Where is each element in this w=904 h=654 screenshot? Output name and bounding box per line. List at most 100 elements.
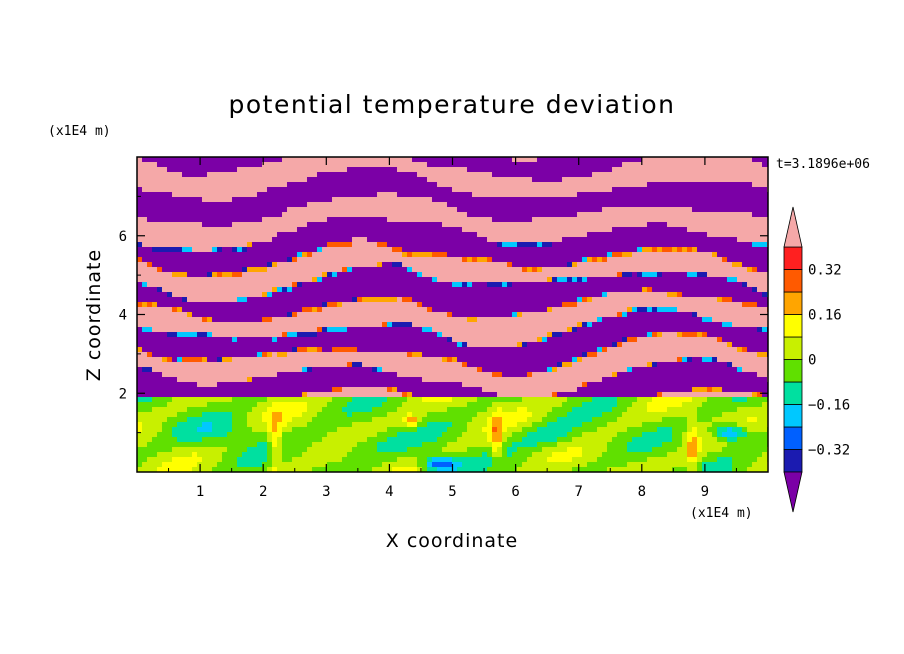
contour-cell [742, 252, 748, 258]
contour-cell [522, 202, 528, 208]
contour-cell [532, 202, 538, 208]
contour-cell [722, 192, 728, 198]
contour-cell [492, 227, 498, 233]
contour-cell [247, 262, 253, 268]
contour-cell [257, 352, 263, 358]
contour-cell [597, 217, 603, 223]
contour-cell [212, 217, 218, 223]
contour-cell [377, 322, 383, 328]
contour-cell [522, 342, 528, 348]
contour-cell [387, 242, 393, 248]
contour-cell [322, 332, 328, 338]
contour-cell [382, 332, 388, 338]
contour-cell [367, 307, 373, 313]
contour-cell [662, 172, 668, 178]
contour-cell [362, 337, 368, 343]
contour-cell [547, 187, 553, 193]
contour-cell [367, 167, 373, 173]
contour-cell [307, 182, 313, 188]
contour-cell [442, 202, 448, 208]
contour-cell [272, 187, 278, 193]
contour-cell [627, 217, 633, 223]
contour-cell [667, 192, 673, 198]
contour-cell [567, 262, 573, 268]
contour-cell [367, 182, 373, 188]
contour-cell [717, 232, 723, 238]
contour-cell [147, 322, 153, 328]
contour-cell [707, 247, 713, 253]
contour-cell [192, 317, 198, 323]
contour-cell [507, 262, 513, 268]
contour-cell [527, 292, 533, 298]
contour-cell [187, 287, 193, 293]
contour-cell [617, 232, 623, 238]
contour-cell [582, 342, 588, 348]
contour-cell [597, 327, 603, 333]
contour-cell [292, 177, 298, 183]
contour-cell [587, 207, 593, 213]
contour-cell [537, 222, 543, 228]
contour-cell [552, 162, 558, 168]
contour-cell [737, 302, 743, 308]
contour-cell [557, 232, 563, 238]
contour-cell [517, 272, 523, 278]
contour-cell [457, 172, 463, 178]
contour-cell [212, 192, 218, 198]
contour-cell [532, 287, 538, 293]
contour-cell [492, 237, 498, 243]
contour-cell [747, 277, 753, 283]
contour-cell [202, 302, 208, 308]
contour-cell [757, 292, 763, 298]
contour-cell [177, 232, 183, 238]
contour-cell [217, 267, 223, 273]
contour-cell [147, 177, 153, 183]
contour-cell [242, 307, 248, 313]
contour-cell [372, 287, 378, 293]
contour-cell [552, 202, 558, 208]
contour-cell [312, 202, 318, 208]
contour-cell [712, 272, 718, 278]
contour-cell [242, 277, 248, 283]
contour-cell [762, 307, 768, 313]
contour-cell [582, 157, 588, 163]
contour-cell [267, 232, 273, 238]
contour-cell [552, 197, 558, 203]
contour-cell [617, 177, 623, 183]
contour-cell [177, 257, 183, 263]
contour-cell [627, 177, 633, 183]
contour-cell [557, 197, 563, 203]
contour-cell [172, 187, 178, 193]
contour-cell [397, 182, 403, 188]
contour-cell [387, 282, 393, 288]
contour-cell [507, 342, 513, 348]
contour-cell [572, 312, 578, 318]
contour-cell [577, 262, 583, 268]
contour-cell [297, 277, 303, 283]
contour-cell [172, 237, 178, 243]
contour-cell [667, 202, 673, 208]
contour-cell [247, 217, 253, 223]
contour-cell [567, 287, 573, 293]
contour-cell [692, 182, 698, 188]
contour-cell [397, 172, 403, 178]
contour-cell [312, 262, 318, 268]
contour-cell [377, 242, 383, 248]
contour-cell [302, 307, 308, 313]
contour-cell [292, 277, 298, 283]
contour-cell [722, 167, 728, 173]
contour-cell [602, 217, 608, 223]
contour-cell [712, 292, 718, 298]
contour-cell [247, 312, 253, 318]
contour-cell [447, 312, 453, 318]
contour-cell [242, 197, 248, 203]
contour-cell [702, 247, 708, 253]
contour-cell [192, 227, 198, 233]
contour-cell [437, 207, 443, 213]
contour-cell [202, 202, 208, 208]
contour-cell [722, 277, 728, 283]
contour-cell [742, 277, 748, 283]
contour-cell [497, 162, 503, 168]
contour-cell [442, 317, 448, 323]
contour-cell [352, 317, 358, 323]
contour-cell [662, 182, 668, 188]
